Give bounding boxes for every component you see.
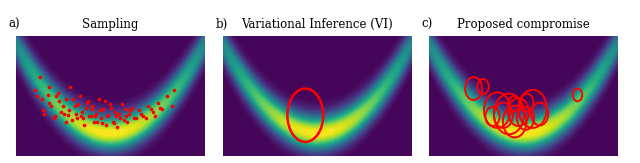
Point bbox=[38, 109, 49, 111]
Point bbox=[136, 113, 146, 115]
Point bbox=[138, 115, 148, 118]
Point bbox=[152, 101, 163, 104]
Point bbox=[118, 119, 129, 122]
Point bbox=[60, 120, 70, 123]
Point bbox=[106, 106, 116, 109]
Point bbox=[77, 111, 87, 113]
Point bbox=[44, 101, 54, 104]
Point bbox=[32, 95, 42, 97]
Point bbox=[97, 122, 107, 124]
Point bbox=[157, 108, 168, 110]
Text: Proposed compromise: Proposed compromise bbox=[457, 18, 589, 31]
Point bbox=[43, 94, 53, 96]
Point bbox=[114, 113, 124, 115]
Point bbox=[120, 108, 130, 110]
Text: Variational Inference (VI): Variational Inference (VI) bbox=[241, 18, 393, 31]
Point bbox=[44, 85, 54, 88]
Point bbox=[134, 109, 144, 111]
Point bbox=[39, 113, 49, 115]
Point bbox=[145, 108, 156, 110]
Point bbox=[72, 117, 83, 120]
Point bbox=[59, 113, 69, 115]
Text: Sampling: Sampling bbox=[82, 18, 139, 31]
Point bbox=[87, 104, 97, 107]
Point bbox=[64, 109, 74, 111]
Point bbox=[37, 98, 47, 101]
Point bbox=[92, 120, 102, 123]
Point bbox=[86, 115, 96, 118]
Point bbox=[73, 103, 83, 105]
Point bbox=[75, 95, 85, 97]
Point bbox=[89, 120, 99, 123]
Point bbox=[169, 89, 179, 91]
Point bbox=[78, 117, 88, 120]
Point bbox=[65, 85, 76, 88]
Point bbox=[120, 115, 131, 118]
Point bbox=[111, 115, 121, 118]
Point bbox=[162, 95, 172, 97]
Point bbox=[100, 123, 111, 126]
Point bbox=[54, 100, 65, 103]
Point bbox=[51, 95, 61, 97]
Point bbox=[148, 111, 158, 113]
Point bbox=[53, 92, 63, 94]
Point bbox=[82, 101, 92, 104]
Point bbox=[102, 115, 112, 118]
Point bbox=[110, 111, 120, 113]
Point bbox=[127, 106, 137, 109]
Point bbox=[35, 76, 45, 78]
Point bbox=[91, 113, 101, 115]
Point bbox=[71, 113, 81, 115]
Point bbox=[124, 113, 134, 115]
Point bbox=[131, 117, 141, 120]
Point bbox=[122, 120, 132, 123]
Point bbox=[129, 117, 139, 120]
Point bbox=[108, 120, 118, 123]
Point bbox=[105, 103, 116, 105]
Point bbox=[58, 104, 68, 107]
Point bbox=[155, 106, 165, 109]
Point bbox=[49, 117, 59, 120]
Point bbox=[109, 122, 119, 124]
Point bbox=[95, 109, 105, 111]
Point bbox=[84, 115, 94, 118]
Point bbox=[63, 114, 73, 117]
Point bbox=[150, 115, 161, 118]
Point bbox=[68, 98, 78, 101]
Point bbox=[29, 89, 40, 91]
Point bbox=[60, 98, 70, 101]
Point bbox=[100, 100, 110, 103]
Point bbox=[93, 98, 104, 101]
Point bbox=[67, 119, 77, 122]
Point bbox=[141, 117, 151, 120]
Point bbox=[115, 117, 125, 120]
Point bbox=[113, 125, 123, 128]
Point bbox=[125, 109, 135, 111]
Point bbox=[49, 115, 60, 118]
Point bbox=[98, 108, 108, 110]
Point bbox=[117, 103, 127, 105]
Point bbox=[83, 100, 93, 103]
Point bbox=[76, 115, 86, 118]
Point bbox=[56, 111, 66, 113]
Point bbox=[70, 104, 80, 107]
Point bbox=[143, 104, 154, 107]
Point bbox=[86, 108, 97, 110]
Point bbox=[79, 123, 90, 126]
Point bbox=[166, 104, 177, 107]
Point bbox=[103, 114, 113, 117]
Text: c): c) bbox=[421, 18, 433, 31]
Point bbox=[81, 106, 91, 109]
Point bbox=[90, 115, 100, 118]
Text: b): b) bbox=[215, 18, 227, 31]
Point bbox=[96, 117, 106, 120]
Point bbox=[46, 104, 56, 107]
Text: a): a) bbox=[8, 18, 20, 31]
